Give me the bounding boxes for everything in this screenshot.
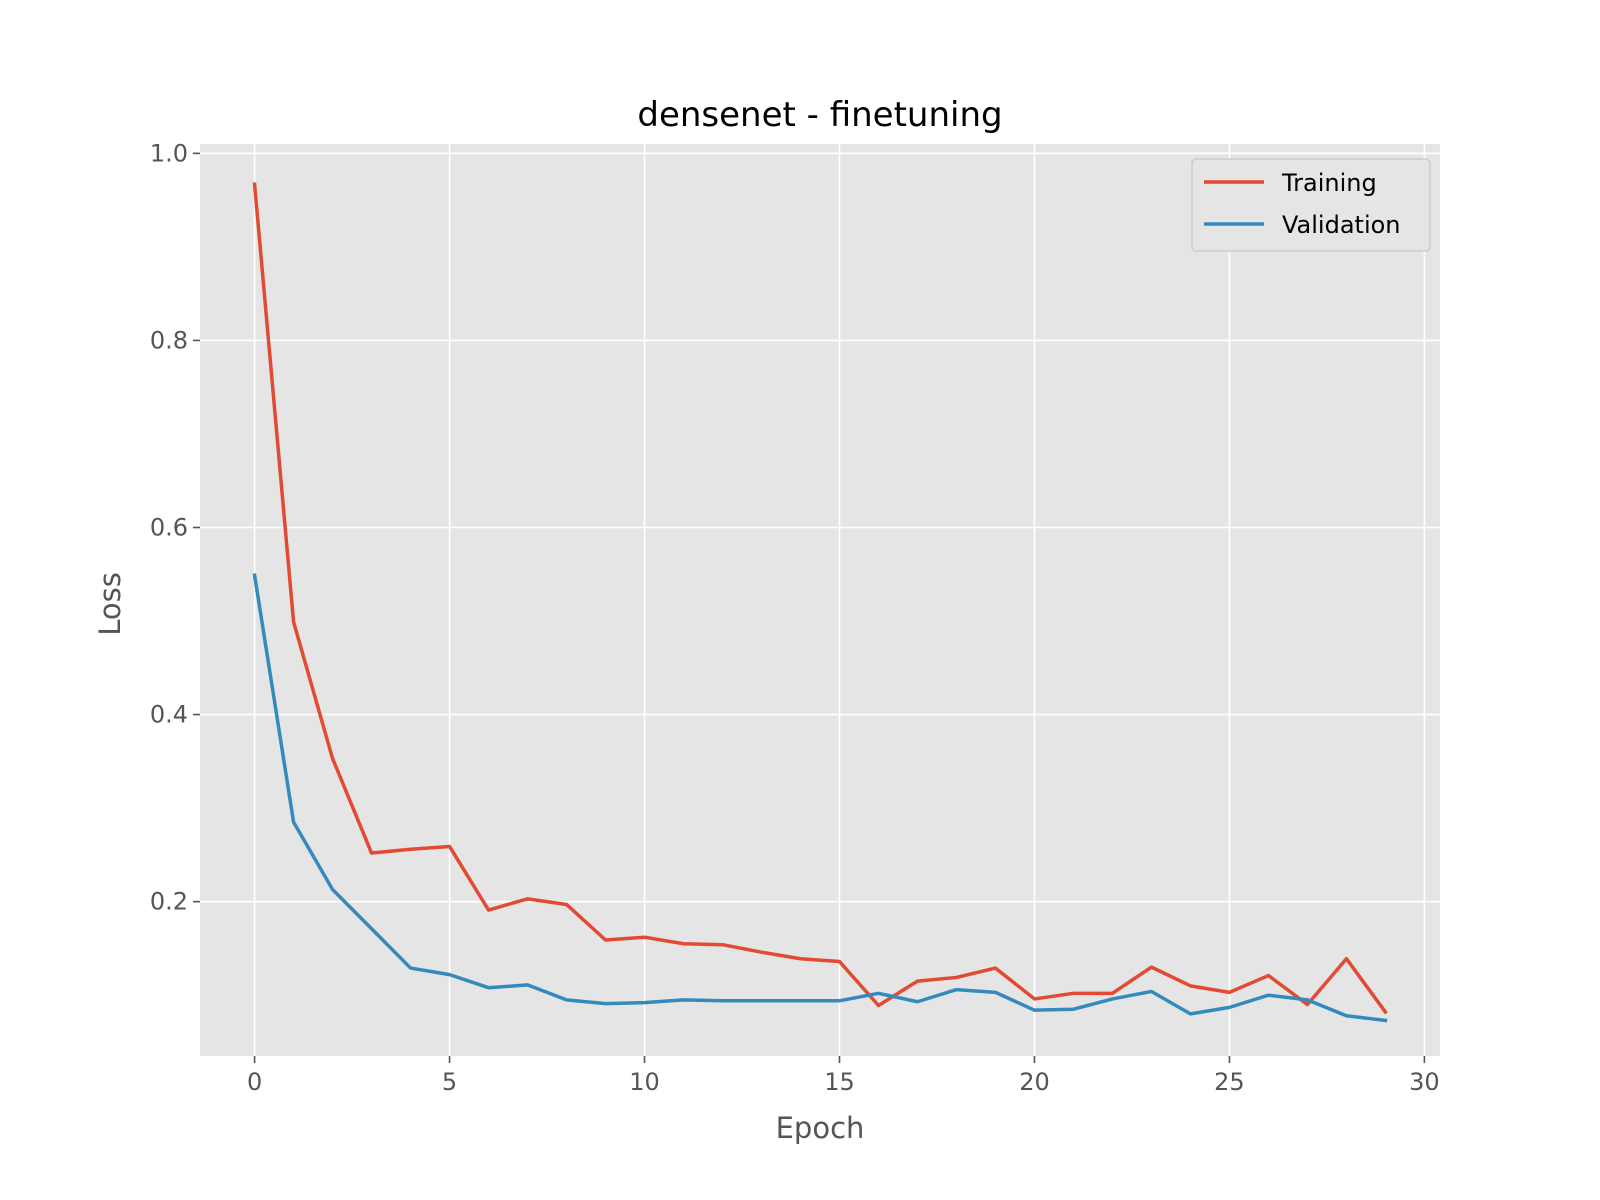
- plot-area: [200, 144, 1440, 1056]
- x-tick-label: 30: [1409, 1068, 1440, 1096]
- tick-labels: 0 5 10 15 20 25 30 0.2 0.4 0.6 0.8 1.0: [150, 139, 1440, 1096]
- tick-marks: [193, 152, 1426, 1063]
- legend-label-training: Training: [1281, 169, 1377, 197]
- x-tick-label: 0: [247, 1068, 262, 1096]
- y-tick-label: 0.2: [150, 888, 188, 916]
- series-line-validation: [252, 573, 1388, 1023]
- y-tick-label: 0.8: [150, 326, 188, 354]
- series-lines: [252, 182, 1388, 1023]
- x-tick-label: 5: [442, 1068, 457, 1096]
- legend-label-validation: Validation: [1282, 211, 1401, 239]
- legend: Training Validation: [1191, 158, 1431, 252]
- x-axis-label: Epoch: [776, 1111, 865, 1145]
- x-tick-label: 15: [824, 1068, 855, 1096]
- y-tick-label: 1.0: [150, 139, 188, 167]
- y-tick-label: 0.6: [150, 514, 188, 542]
- x-tick-label: 10: [629, 1068, 660, 1096]
- y-tick-label: 0.4: [150, 701, 188, 729]
- series-line-training: [252, 182, 1388, 1015]
- x-tick-label: 20: [1019, 1068, 1050, 1096]
- x-tick-label: 25: [1214, 1068, 1245, 1096]
- gridlines: [200, 144, 1440, 1056]
- chart-title: densenet - finetuning: [637, 95, 1002, 135]
- y-axis-label: Loss: [93, 572, 127, 636]
